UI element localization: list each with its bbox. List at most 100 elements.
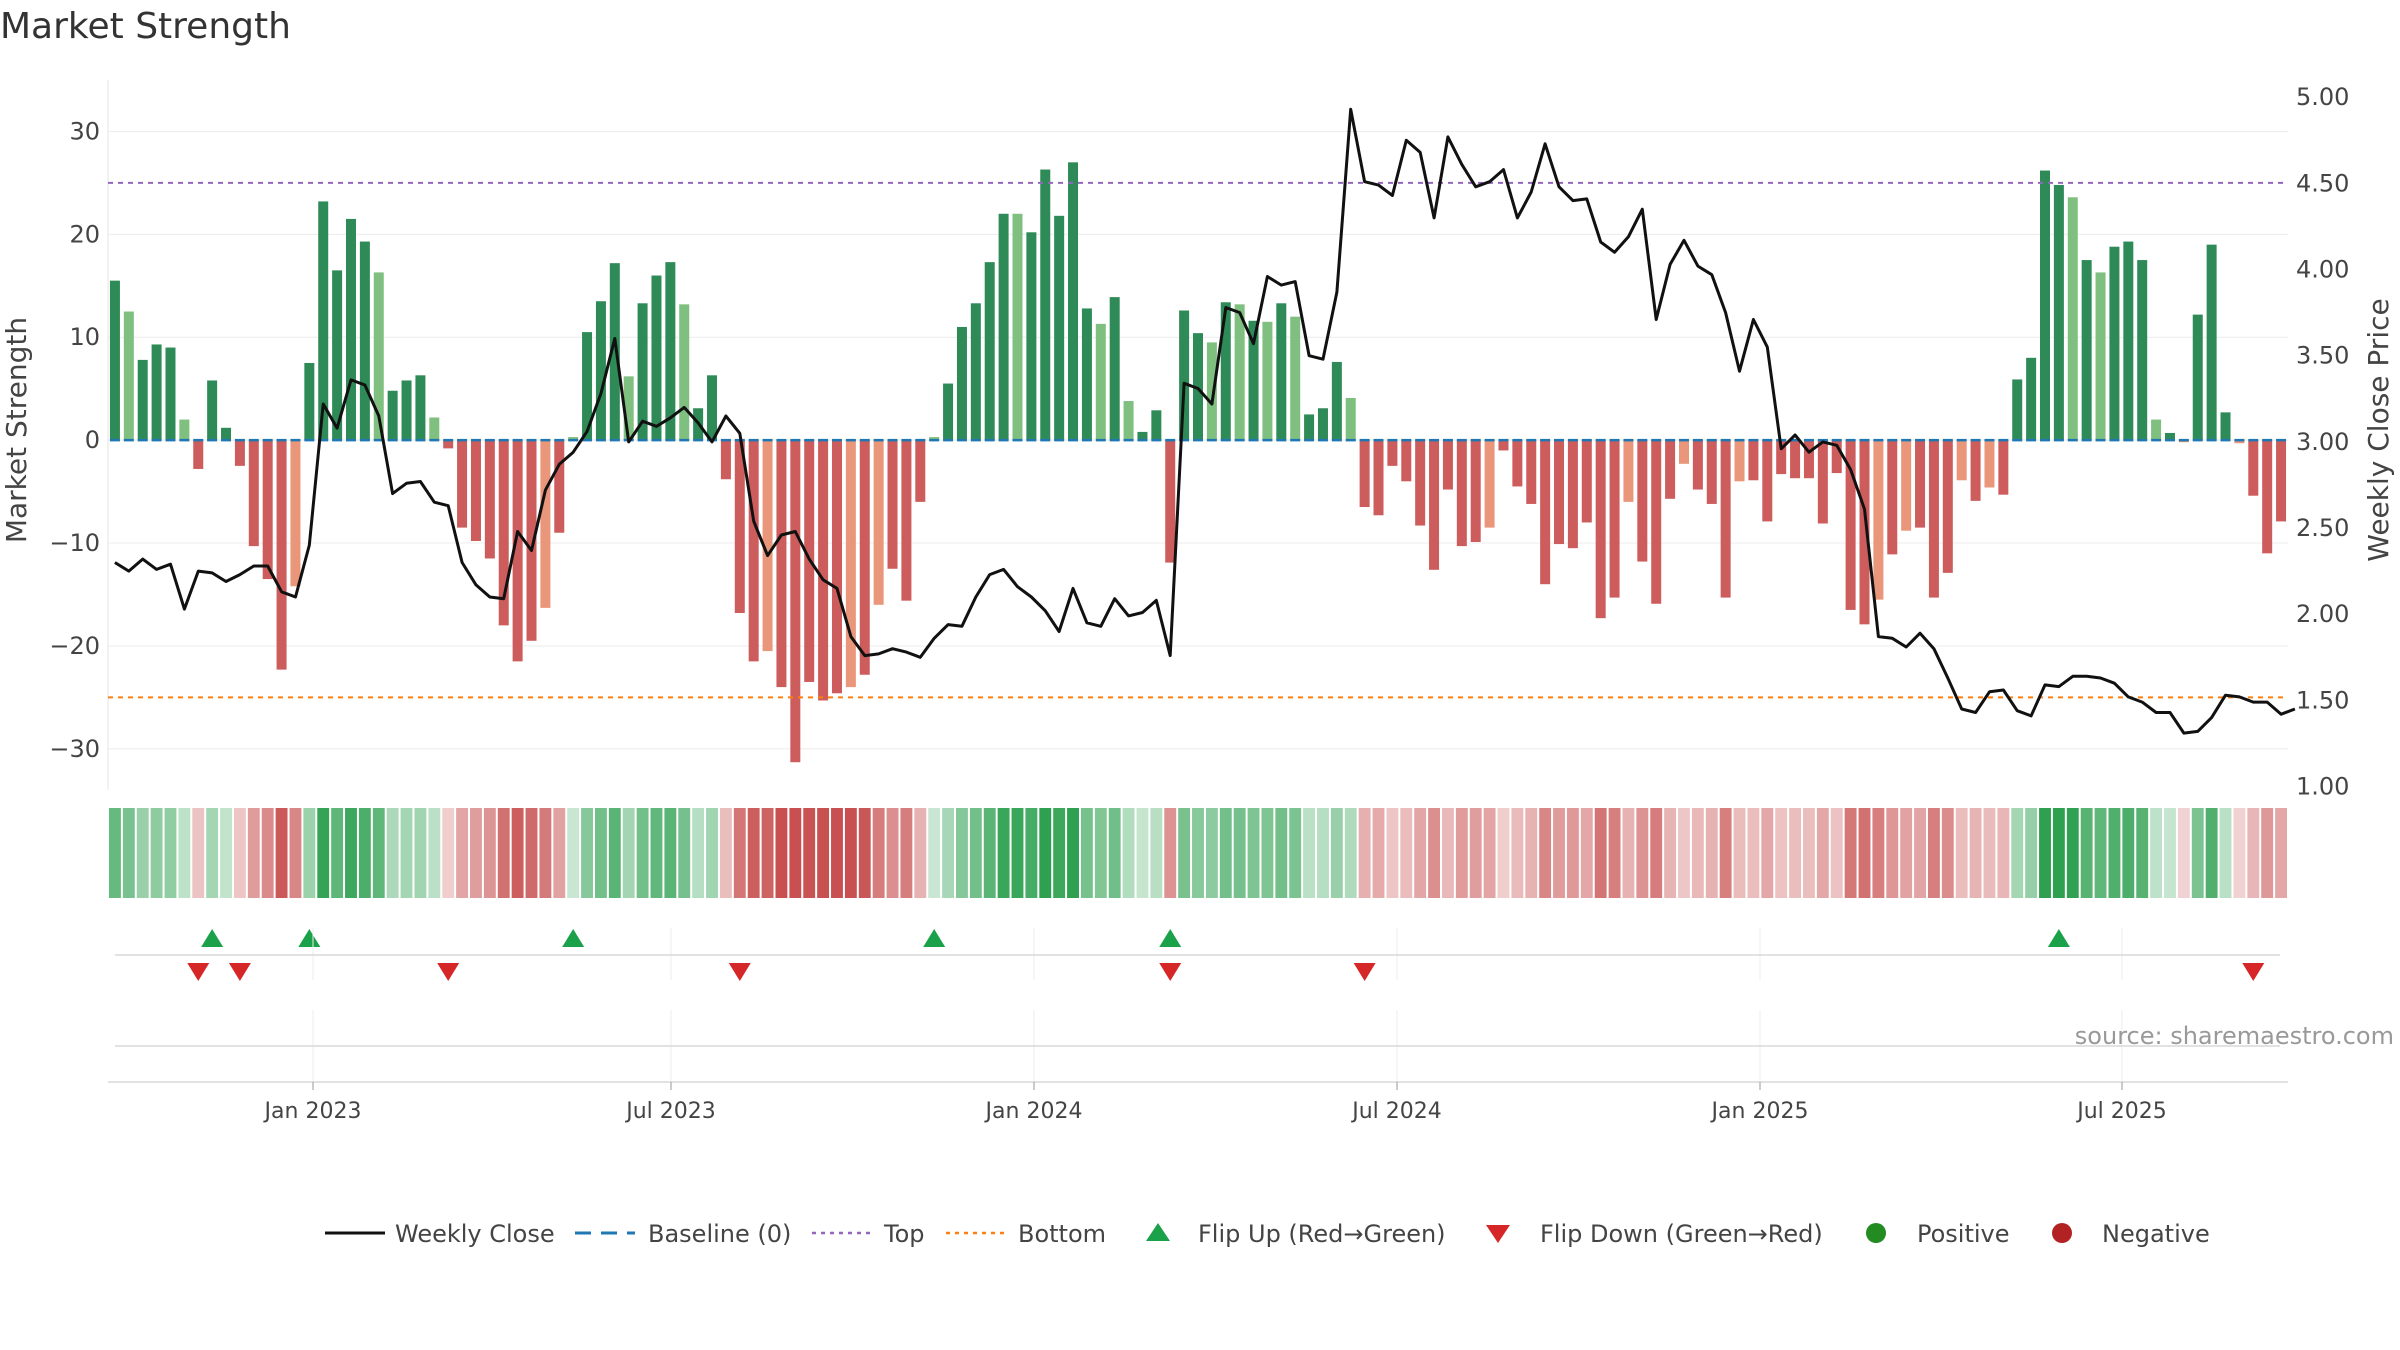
heat-cell	[220, 808, 232, 898]
heat-cell	[636, 808, 649, 898]
heat-cell	[1830, 808, 1843, 898]
heat-cell	[1219, 808, 1232, 898]
heat-cell	[1317, 808, 1329, 898]
strength-bar	[776, 440, 787, 688]
heat-cell	[969, 808, 982, 898]
heat-cell	[1094, 808, 1107, 898]
heat-cell	[1358, 808, 1371, 898]
heat-cell	[1608, 808, 1621, 898]
heat-cell	[1428, 808, 1440, 898]
left-axis-ticks: 30 20 10 0 −10 −20 −30	[49, 117, 100, 762]
heat-cell	[456, 808, 469, 898]
strength-bar	[234, 440, 245, 466]
flip-markers	[187, 929, 2265, 981]
strength-bar	[1845, 440, 1856, 610]
strength-bar	[1234, 304, 1245, 441]
heat-cell	[2247, 808, 2260, 898]
flip-down-marker	[228, 963, 251, 981]
heat-cell	[2039, 808, 2051, 898]
strength-bar	[248, 440, 259, 547]
heat-cell	[2205, 808, 2218, 898]
source-label: source: sharemaestro.com	[2075, 1022, 2394, 1050]
strength-bar	[720, 440, 731, 480]
heat-cell	[1747, 808, 1760, 898]
heat-cell	[428, 808, 441, 898]
heat-cell	[358, 808, 371, 898]
left-tick-label: 0	[85, 426, 100, 454]
heat-cell	[1900, 808, 1913, 898]
right-tick-label: 3.00	[2296, 428, 2349, 456]
heat-cell	[858, 808, 871, 898]
heat-cell	[525, 808, 538, 898]
strength-bar	[1248, 320, 1259, 441]
strength-bar	[1331, 361, 1342, 441]
strength-bar	[2040, 170, 2051, 441]
heat-cell	[622, 808, 635, 898]
heat-cell	[1539, 808, 1552, 898]
heat-cell	[1261, 808, 1274, 898]
weekly-close-line	[114, 107, 2296, 735]
strength-bar	[1401, 440, 1412, 482]
legend-triangle-down-icon	[1486, 1225, 1510, 1243]
heat-cell	[817, 808, 830, 898]
heat-cell	[136, 808, 149, 898]
heat-cell	[1844, 808, 1857, 898]
heat-cell	[1178, 808, 1191, 898]
heat-cell	[983, 808, 996, 898]
heat-cell	[733, 808, 746, 898]
strength-bar	[1193, 333, 1203, 441]
heat-cell	[150, 808, 163, 898]
heat-cell	[789, 808, 802, 898]
strength-bar	[151, 344, 162, 441]
heat-cell	[2108, 808, 2121, 898]
strength-bar	[2164, 432, 2175, 441]
legend-label: Flip Up (Red→Green)	[1198, 1220, 1446, 1248]
strength-bar	[484, 440, 495, 559]
strength-bar	[1262, 321, 1273, 441]
legend-label: Top	[883, 1220, 925, 1248]
reference-lines	[108, 181, 2288, 699]
heat-cell	[400, 808, 413, 898]
heat-cell	[1497, 808, 1510, 898]
heat-cell	[1525, 808, 1538, 898]
strength-bar	[568, 437, 579, 441]
strength-bar	[109, 280, 120, 441]
heat-cell	[1969, 808, 1982, 898]
heat-cell	[1275, 808, 1288, 898]
heat-cell	[109, 808, 121, 898]
strength-bar	[1609, 440, 1620, 598]
heat-cell	[1303, 808, 1316, 898]
right-tick-label: 5.00	[2296, 83, 2349, 111]
heat-cell	[2261, 808, 2274, 898]
strength-bars	[109, 162, 2287, 763]
heat-cell	[608, 808, 621, 898]
heat-cell	[1025, 808, 1038, 898]
strength-bar	[1373, 440, 1384, 516]
heat-cell	[1080, 808, 1093, 898]
strength-bar	[762, 440, 773, 652]
left-tick-label: 30	[69, 117, 100, 145]
strength-bar	[1540, 440, 1551, 585]
strength-bar	[2137, 260, 2148, 441]
strength-bar	[1748, 440, 1759, 481]
heat-cell	[331, 808, 344, 898]
strength-bar	[1498, 440, 1509, 451]
strength-bar	[304, 362, 315, 441]
strength-bar	[790, 440, 801, 763]
strength-bar	[1512, 440, 1523, 487]
strength-bar	[1873, 440, 1884, 600]
heat-cell	[1733, 808, 1746, 898]
strength-bar	[2067, 197, 2078, 441]
strength-bar	[443, 440, 454, 449]
heat-cell	[1941, 808, 1954, 898]
strength-bar	[207, 380, 218, 441]
strength-bar	[1415, 440, 1426, 526]
strength-bar	[359, 241, 370, 441]
strength-bar	[429, 417, 440, 441]
strength-bar	[984, 262, 995, 441]
heat-cell	[470, 808, 482, 898]
heat-cell	[122, 808, 135, 898]
strength-bar	[956, 326, 967, 441]
heat-cell	[1053, 808, 1066, 898]
heat-cell	[1469, 808, 1482, 898]
